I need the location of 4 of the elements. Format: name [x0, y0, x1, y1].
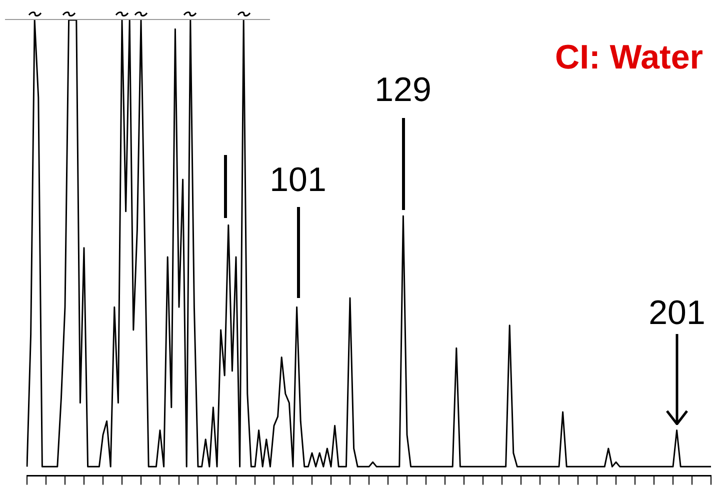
text: CI: Water	[555, 38, 703, 76]
annotation: 201	[648, 294, 706, 332]
annotation: 129	[374, 71, 432, 109]
annotation: 101	[270, 161, 326, 199]
